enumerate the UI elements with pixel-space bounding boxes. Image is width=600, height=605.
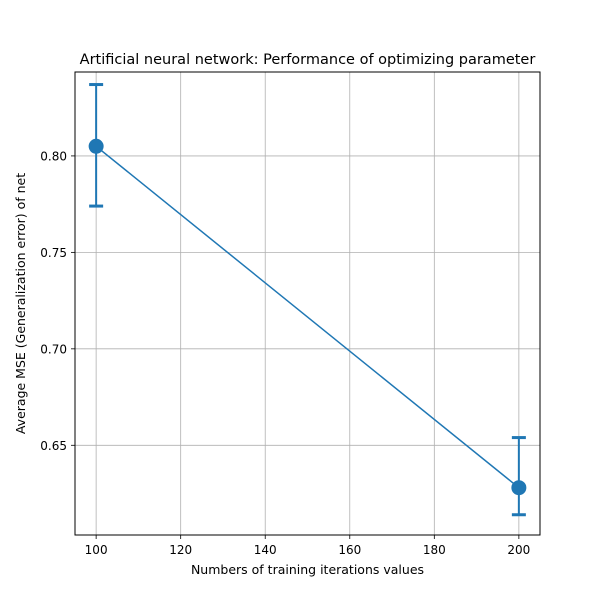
y-tick-label: 0.75	[40, 246, 67, 260]
y-tick-label: 0.65	[40, 439, 67, 453]
plot-area-frame	[74, 71, 541, 536]
x-tick-label: 180	[423, 543, 446, 557]
y-axis-label: Average MSE (Generalization error) of ne…	[13, 173, 28, 434]
data-point	[88, 138, 104, 154]
data-layer	[88, 83, 527, 517]
x-tick-label: 120	[169, 543, 192, 557]
ticks: 100 120 140 160 180 200 0.65 0.70 0.75 0.80	[40, 149, 530, 557]
chart-title: Artificial neural network: Performance o…	[80, 52, 536, 68]
series-line	[95, 145, 520, 489]
x-axis-label: Numbers of training iterations values	[191, 562, 424, 577]
grid	[75, 72, 540, 535]
y-tick-label: 0.70	[40, 342, 67, 356]
x-tick-label: 160	[338, 543, 361, 557]
x-tick-label: 100	[85, 543, 108, 557]
data-point	[511, 480, 527, 496]
y-tick-label: 0.80	[40, 149, 67, 163]
x-tick-label: 140	[254, 543, 277, 557]
x-tick-label: 200	[507, 543, 530, 557]
